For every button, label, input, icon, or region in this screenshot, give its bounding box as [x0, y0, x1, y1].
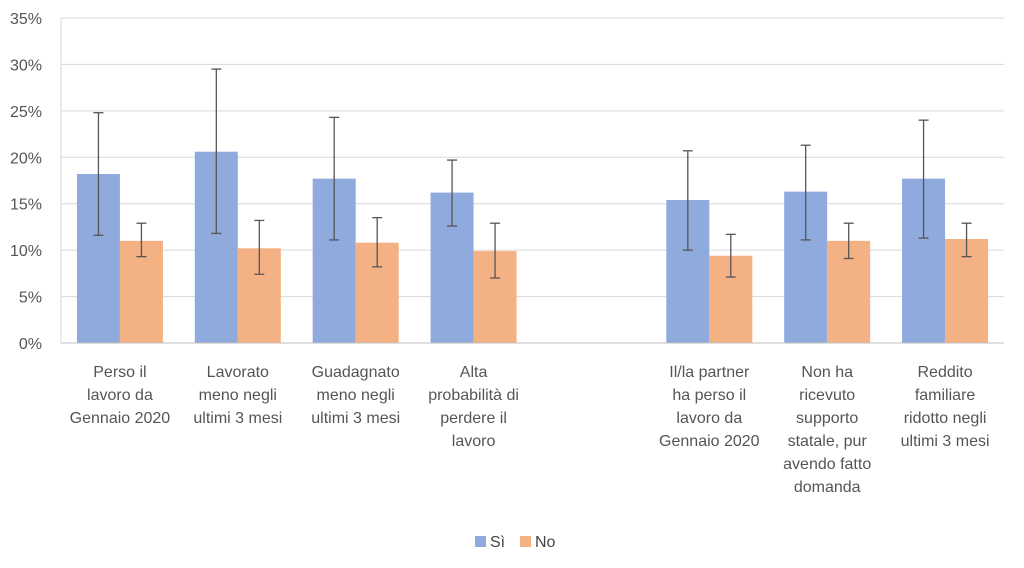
- legend-swatch: [475, 536, 486, 547]
- category-label: meno negli: [317, 387, 395, 404]
- category-label: avendo fatto: [783, 456, 871, 473]
- category-labels: Perso il lavoro da Gennaio 2020 Lavorato men…: [70, 364, 990, 496]
- x-axis: [60, 18, 1004, 344]
- y-tick-label: 30%: [10, 57, 42, 74]
- category-label: Reddito: [917, 364, 972, 381]
- category-label: Alta: [460, 364, 488, 381]
- legend: Sì No: [475, 534, 556, 551]
- category-label: ultimi 3 mesi: [901, 433, 990, 450]
- category-label: ricevuto: [799, 387, 855, 404]
- error-bars: [93, 68, 972, 279]
- category-label: ha perso il: [672, 387, 746, 404]
- y-tick-label: 20%: [10, 150, 42, 167]
- category-label: familiare: [915, 387, 976, 404]
- category-label: Gennaio 2020: [70, 410, 171, 427]
- category-label: probabilità di: [428, 387, 519, 404]
- legend-swatch: [520, 536, 531, 547]
- legend-label: Sì: [490, 534, 505, 551]
- category-label: domanda: [794, 479, 861, 496]
- category-label: lavoro da: [87, 387, 153, 404]
- bar-no: [119, 240, 163, 343]
- category-label: Guadagnato: [312, 364, 400, 381]
- y-tick-label: 25%: [10, 104, 42, 121]
- category-label: ridotto negli: [904, 410, 987, 427]
- category-label: meno negli: [199, 387, 277, 404]
- legend-label: No: [535, 534, 556, 551]
- category-label: lavoro: [452, 433, 496, 450]
- category-label: Lavorato: [207, 364, 269, 381]
- y-tick-label: 10%: [10, 243, 42, 260]
- category-label: perdere il: [440, 410, 507, 427]
- category-label: ultimi 3 mesi: [311, 410, 400, 427]
- category-label: ultimi 3 mesi: [193, 410, 282, 427]
- category-label: statale, pur: [788, 433, 868, 450]
- y-axis-ticks: 0% 5% 10% 15% 20% 25% 30% 35%: [10, 11, 42, 353]
- y-tick-label: 35%: [10, 11, 42, 28]
- y-tick-label: 0%: [19, 336, 42, 353]
- category-label: Non ha: [801, 364, 853, 381]
- bars: [76, 151, 989, 343]
- category-label: supporto: [796, 410, 858, 427]
- category-label: Gennaio 2020: [659, 433, 760, 450]
- y-tick-label: 5%: [19, 290, 42, 307]
- category-label: lavoro da: [676, 410, 742, 427]
- y-tick-label: 15%: [10, 197, 42, 214]
- category-label: Il/la partner: [669, 364, 750, 381]
- category-label: Perso il: [93, 364, 146, 381]
